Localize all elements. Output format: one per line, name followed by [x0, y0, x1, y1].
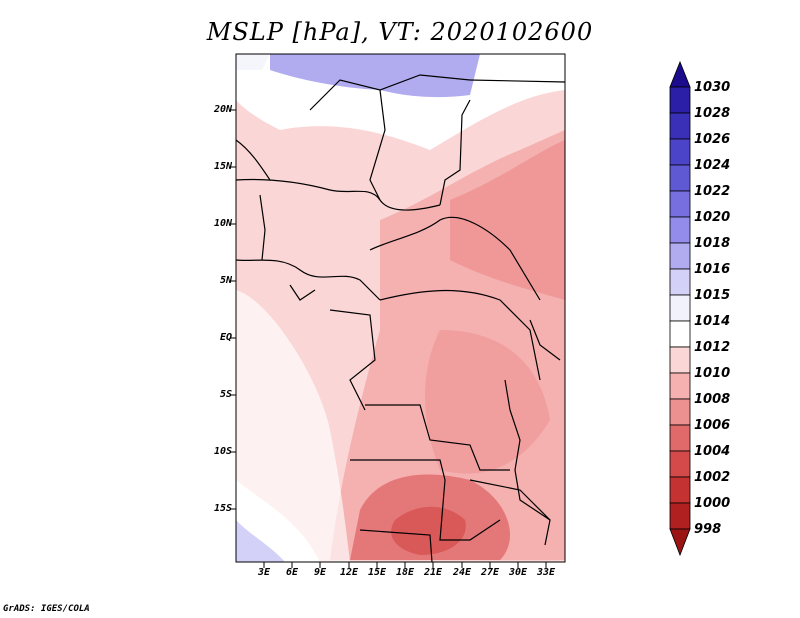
lon-label-3e: 3E — [257, 567, 271, 578]
colorbar-top-arrow — [669, 60, 691, 88]
colorbar-label-1018: 1018 — [694, 236, 731, 251]
lat-label-20n: 20N — [213, 104, 232, 115]
colorbar-label-1030: 1030 — [694, 80, 731, 95]
colorbar-swatch — [669, 476, 691, 504]
colorbar-swatch — [669, 424, 691, 452]
colorbar-bottom-arrow — [669, 528, 691, 557]
colorbar-swatch — [669, 502, 691, 530]
lon-label-33e: 33E — [536, 567, 556, 578]
colorbar-label-1000: 1000 — [694, 496, 731, 511]
colorbar-label-1012: 1012 — [694, 340, 731, 355]
colorbar-label-1010: 1010 — [694, 366, 731, 381]
grads-credit: GrADS: IGES/COLA — [3, 604, 90, 614]
lon-label-6e: 6E — [285, 567, 299, 578]
lon-label-30e: 30E — [508, 567, 528, 578]
colorbar-swatch — [669, 294, 691, 322]
lon-label-24e: 24E — [452, 567, 472, 578]
lat-label-eq: EQ — [219, 332, 232, 343]
colorbar-swatch — [669, 372, 691, 400]
colorbar-swatch — [669, 320, 691, 348]
colorbar-swatch — [669, 216, 691, 244]
colorbar-swatch — [669, 398, 691, 426]
colorbar-label-1002: 1002 — [694, 470, 731, 485]
colorbar-swatch — [669, 164, 691, 192]
colorbar-label-1014: 1014 — [694, 314, 731, 329]
lon-label-9e: 9E — [313, 567, 327, 578]
lon-label-12e: 12E — [339, 567, 359, 578]
colorbar-label-1004: 1004 — [694, 444, 731, 459]
lon-label-27e: 27E — [480, 567, 500, 578]
colorbar — [669, 60, 691, 557]
colorbar-label-1020: 1020 — [694, 210, 731, 225]
colorbar-swatch — [669, 86, 691, 114]
colorbar-label-1026: 1026 — [694, 132, 731, 147]
lon-label-15e: 15E — [367, 567, 387, 578]
lon-label-21e: 21E — [423, 567, 443, 578]
lat-label-15n: 15N — [213, 161, 232, 172]
colorbar-label-1008: 1008 — [694, 392, 731, 407]
lat-label-15s: 15S — [213, 503, 232, 514]
lat-label-10n: 10N — [213, 218, 232, 229]
lat-label-10s: 10S — [213, 446, 232, 457]
colorbar-label-1022: 1022 — [694, 184, 731, 199]
colorbar-label-1028: 1028 — [694, 106, 731, 121]
colorbar-label-1015: 1015 — [694, 288, 731, 303]
pressure-field — [236, 54, 565, 562]
colorbar-swatch — [669, 190, 691, 218]
colorbar-label-1016: 1016 — [694, 262, 731, 277]
colorbar-swatch — [669, 268, 691, 296]
colorbar-swatch — [669, 242, 691, 270]
colorbar-swatch — [669, 112, 691, 140]
colorbar-label-1006: 1006 — [694, 418, 731, 433]
colorbar-swatch — [669, 346, 691, 374]
colorbar-swatch — [669, 138, 691, 166]
country-borders — [235, 74, 566, 563]
lat-label-5n: 5N — [219, 275, 232, 286]
lat-label-5s: 5S — [219, 389, 232, 400]
map-title: MSLP [hPa], VT: 2020102600 — [206, 18, 594, 46]
lon-label-18e: 18E — [395, 567, 415, 578]
colorbar-swatch — [669, 450, 691, 478]
colorbar-label-998: 998 — [694, 522, 722, 537]
colorbar-label-1024: 1024 — [694, 158, 731, 173]
